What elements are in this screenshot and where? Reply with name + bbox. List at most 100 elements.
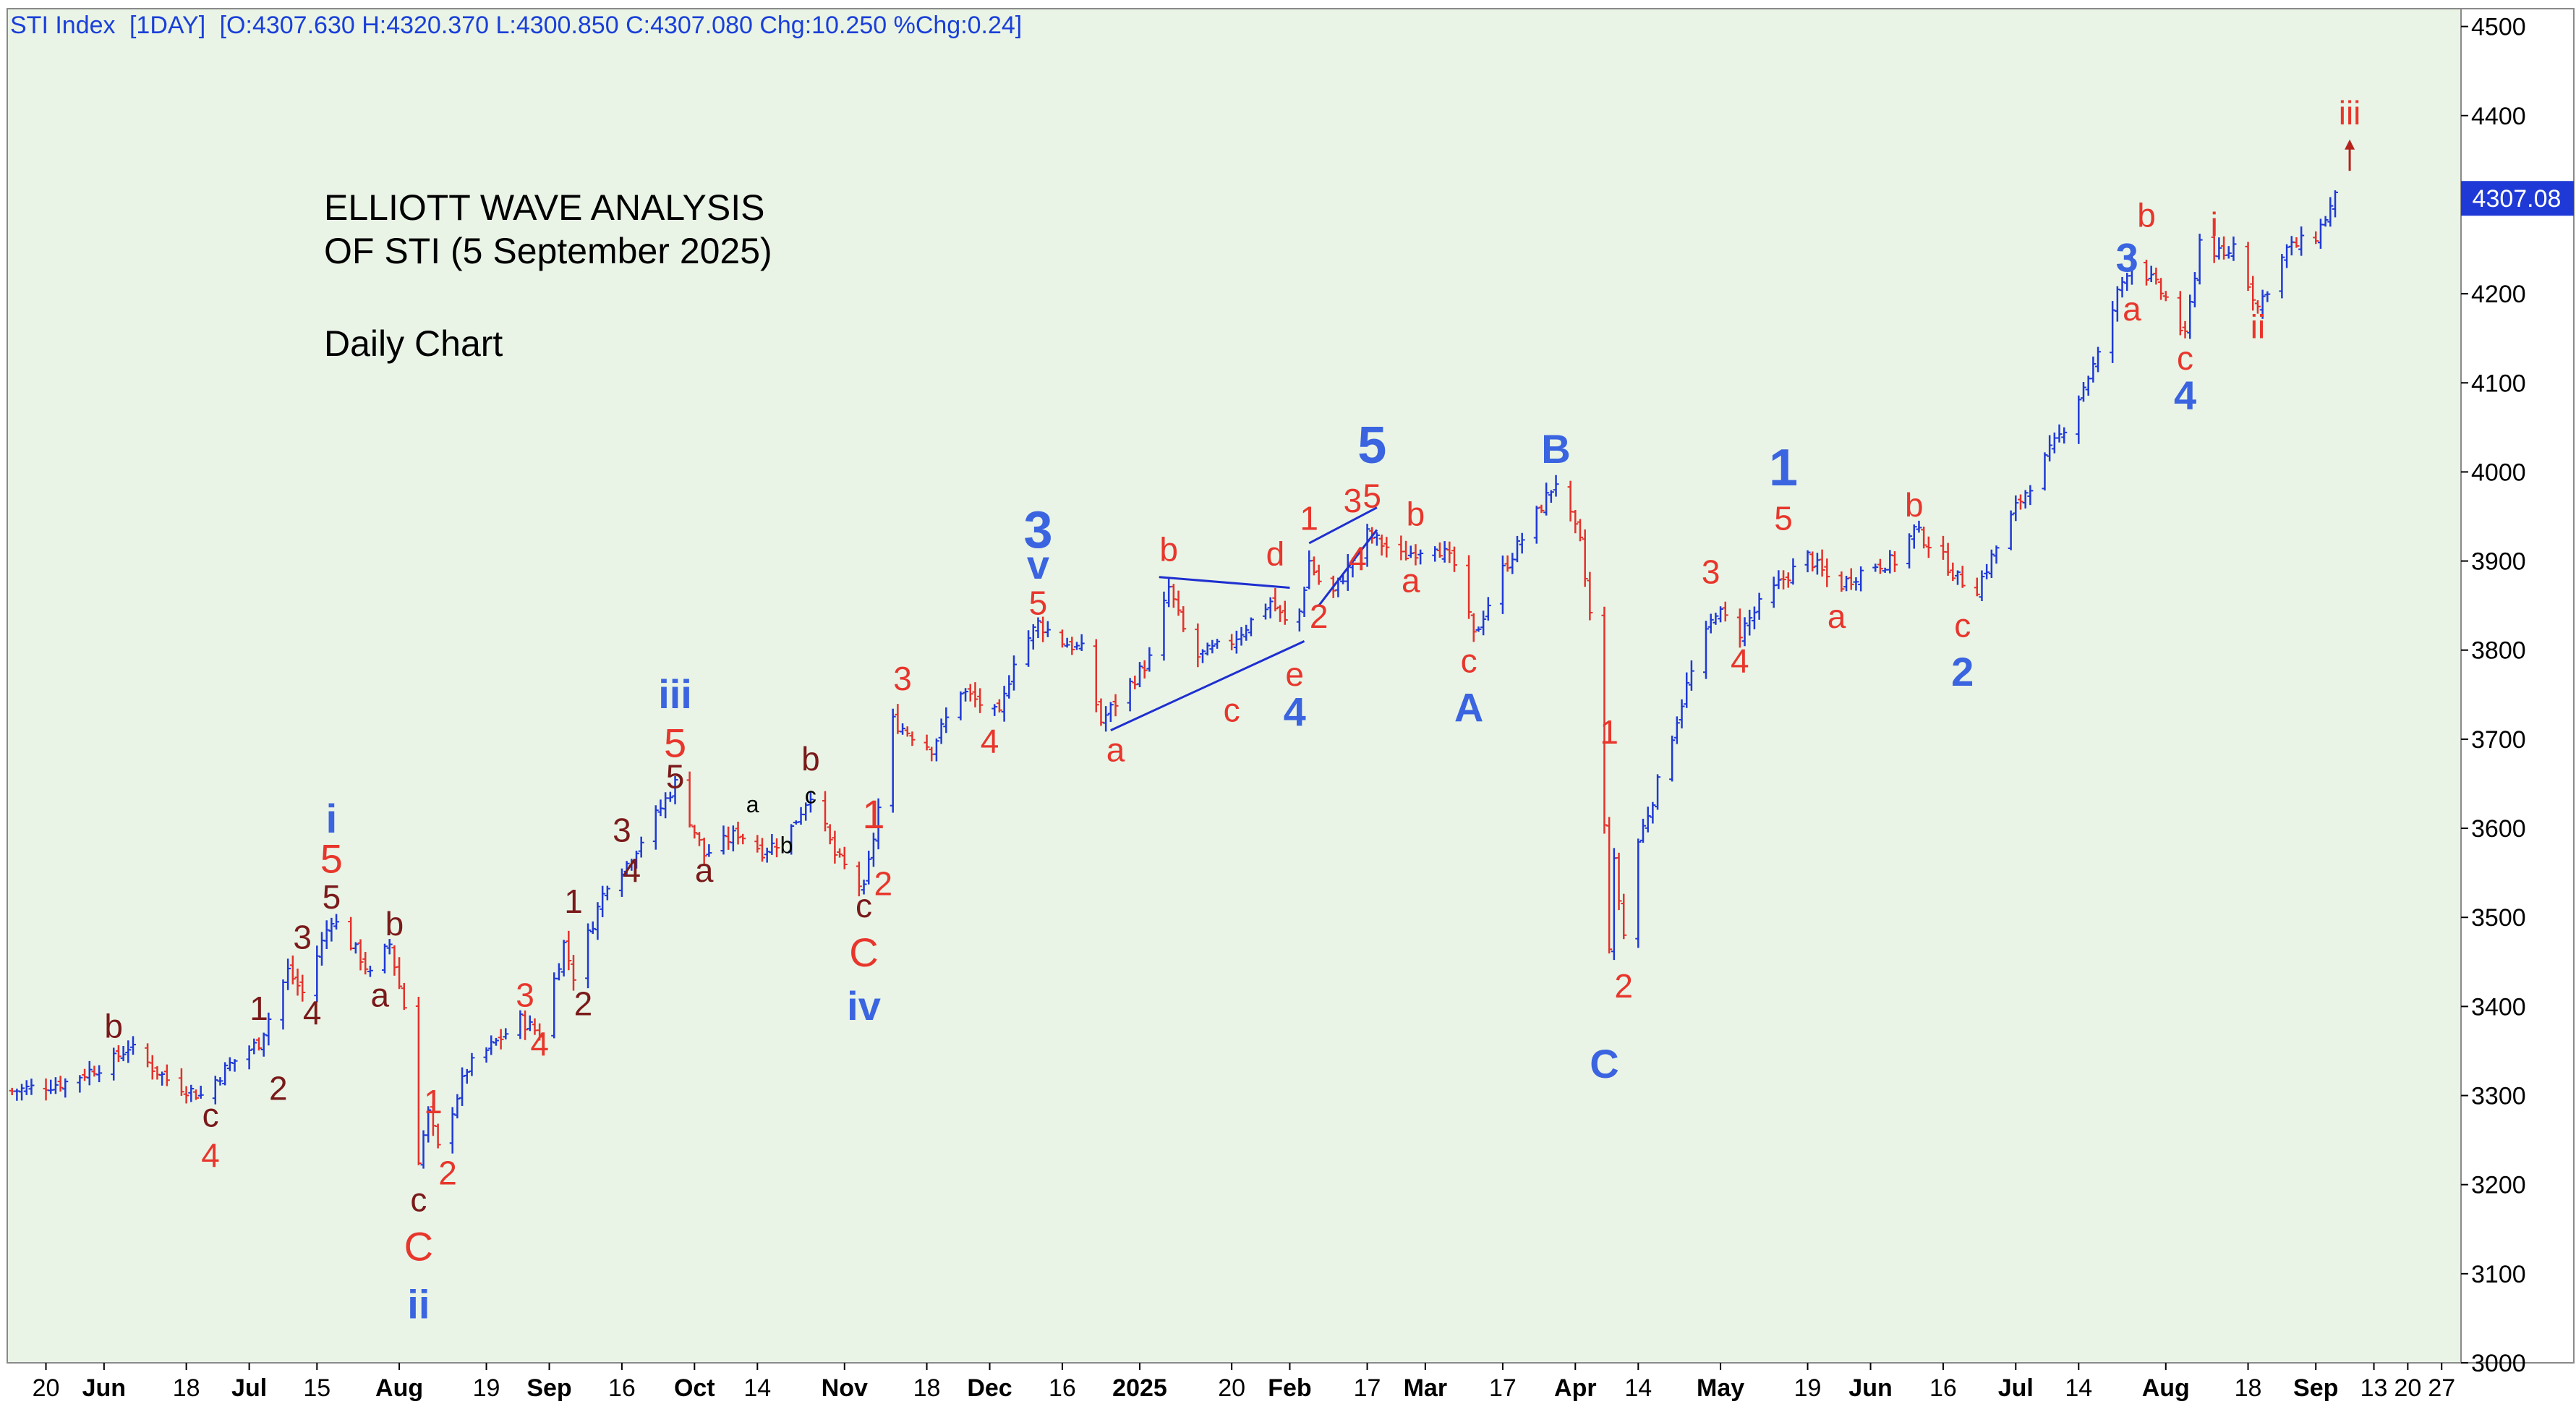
price-bars [9,190,2338,1169]
x-tick-label: 2025 [1112,1374,1167,1402]
wave-label: i [2211,205,2218,243]
x-tick-label: 19 [1794,1374,1822,1402]
wave-label: v [1027,542,1049,587]
x-tick-label: 16 [1929,1374,1957,1402]
wave-label: C [404,1223,433,1269]
wave-label: iii [2339,94,2361,132]
last-price-tag-bg [2461,181,2574,216]
x-tick-label: 16 [608,1374,636,1402]
wave-label: c [410,1181,427,1219]
wave-label: 3 [293,918,312,956]
trend-line [1159,576,1290,590]
wave-label: a [1106,731,1125,769]
wave-label: C [849,930,878,975]
wave-label: 4 [981,722,999,760]
annotation-title-line1: ELLIOTT WAVE ANALYSIS [324,187,764,228]
y-tick-label: 4200 [2471,281,2526,308]
y-tick-label: 3100 [2471,1261,2526,1288]
x-tick-label: Sep [526,1374,571,1402]
arrow-head [2345,139,2355,150]
wave-label: b [801,740,820,778]
x-tick-label: 17 [1354,1374,1381,1402]
wave-label: 4 [303,994,322,1032]
wave-label: c [2177,339,2193,377]
wave-label: C [1590,1041,1618,1086]
x-tick-label: May [1697,1374,1744,1402]
wave-label: 1 [1300,499,1318,537]
y-tick-label: 3700 [2471,726,2526,754]
wave-label: a [371,976,390,1013]
projection-arrow [2345,139,2355,171]
y-tick-label: 3900 [2471,548,2526,576]
x-tick-label: 18 [913,1374,941,1402]
y-tick-label: 3400 [2471,993,2526,1021]
wave-label: iii [658,671,692,717]
wave-label: 2 [1310,597,1328,635]
wave-label: b [104,1007,123,1045]
wave-label: 4 [1348,540,1367,577]
last-price-tag: 4307.08 [2461,181,2574,216]
wave-label: a [746,791,759,817]
x-tick-label: 27 [2428,1374,2455,1402]
wave-label: 5 [320,836,343,882]
trend-line [1308,506,1378,545]
wave-label: 4 [2174,373,2196,418]
y-tick-label: 4400 [2471,103,2526,130]
wave-label: d [1266,535,1285,573]
wave-label: 2 [269,1070,288,1107]
wave-label: 1 [1769,439,1798,497]
wave-label: B [1541,426,1570,472]
wave-label: 2 [874,864,893,902]
ticker-label: STI Index [10,12,116,39]
y-tick-label: 3800 [2471,637,2526,665]
x-tick-label: 18 [2235,1374,2262,1402]
annotation-title-line2: OF STI (5 September 2025) [324,231,772,271]
wave-label: 3 [1023,501,1052,559]
wave-label: 3 [516,976,534,1013]
wave-label: iv [847,983,881,1029]
x-tick-label: Oct [674,1374,715,1402]
y-axis: 3000 3100 3200 3300 3400 3500 3600 3700 3800 3900… [2461,14,2526,1377]
wave-label: ii [2251,308,2265,346]
wave-label: 4 [1284,689,1306,734]
wave-label: A [1454,684,1483,730]
wave-label: a [1827,597,1846,635]
wave-label: 2 [438,1154,457,1192]
wave-label: 5 [1362,477,1381,515]
x-tick-label: 14 [743,1374,771,1402]
interval-label: [1DAY] [129,12,205,39]
last-price-value: 4307.08 [2473,185,2562,213]
y-tick-label: 4000 [2471,459,2526,486]
x-tick-label: 18 [173,1374,200,1402]
y-tick-label: 4100 [2471,370,2526,397]
wave-label: c [1954,606,1971,644]
wave-label: 1 [1600,713,1618,751]
wave-label: 3 [1344,482,1362,519]
x-tick-label: 14 [1624,1374,1652,1402]
wave-labels: bc41234i55ba12cCii341234iii55aabcb12cCiv… [104,94,2360,1327]
wave-label: 1 [564,882,583,920]
wave-label: 4 [530,1025,549,1063]
x-tick-label: Aug [2142,1374,2190,1402]
wave-label: a [695,851,714,889]
trend-lines [1110,506,1378,731]
x-tick-label: 17 [1489,1374,1517,1402]
wave-label: 5 [666,758,685,796]
wave-label: 5 [1029,584,1048,621]
plot-area [7,8,2462,1364]
wave-label: b [2137,197,2156,234]
x-tick-label: 19 [473,1374,500,1402]
x-tick-label: 20 [2394,1374,2421,1402]
wave-label: 4 [623,851,641,889]
wave-label: b [1905,486,1924,524]
annotation-subtitle: Daily Chart [324,323,503,364]
wave-label: c [1461,642,1477,680]
y-tick-label: 3000 [2471,1350,2526,1377]
wave-label: b [1407,495,1425,532]
y-tick-label: 3300 [2471,1083,2526,1110]
wave-label: 3 [613,812,631,849]
x-tick-label: Sep [2293,1374,2338,1402]
chart-header: STI Index [1DAY] [O:4307.630 H:4320.370 … [10,12,1022,39]
wave-label: b [385,905,404,943]
y-tick-label: 4500 [2471,14,2526,41]
